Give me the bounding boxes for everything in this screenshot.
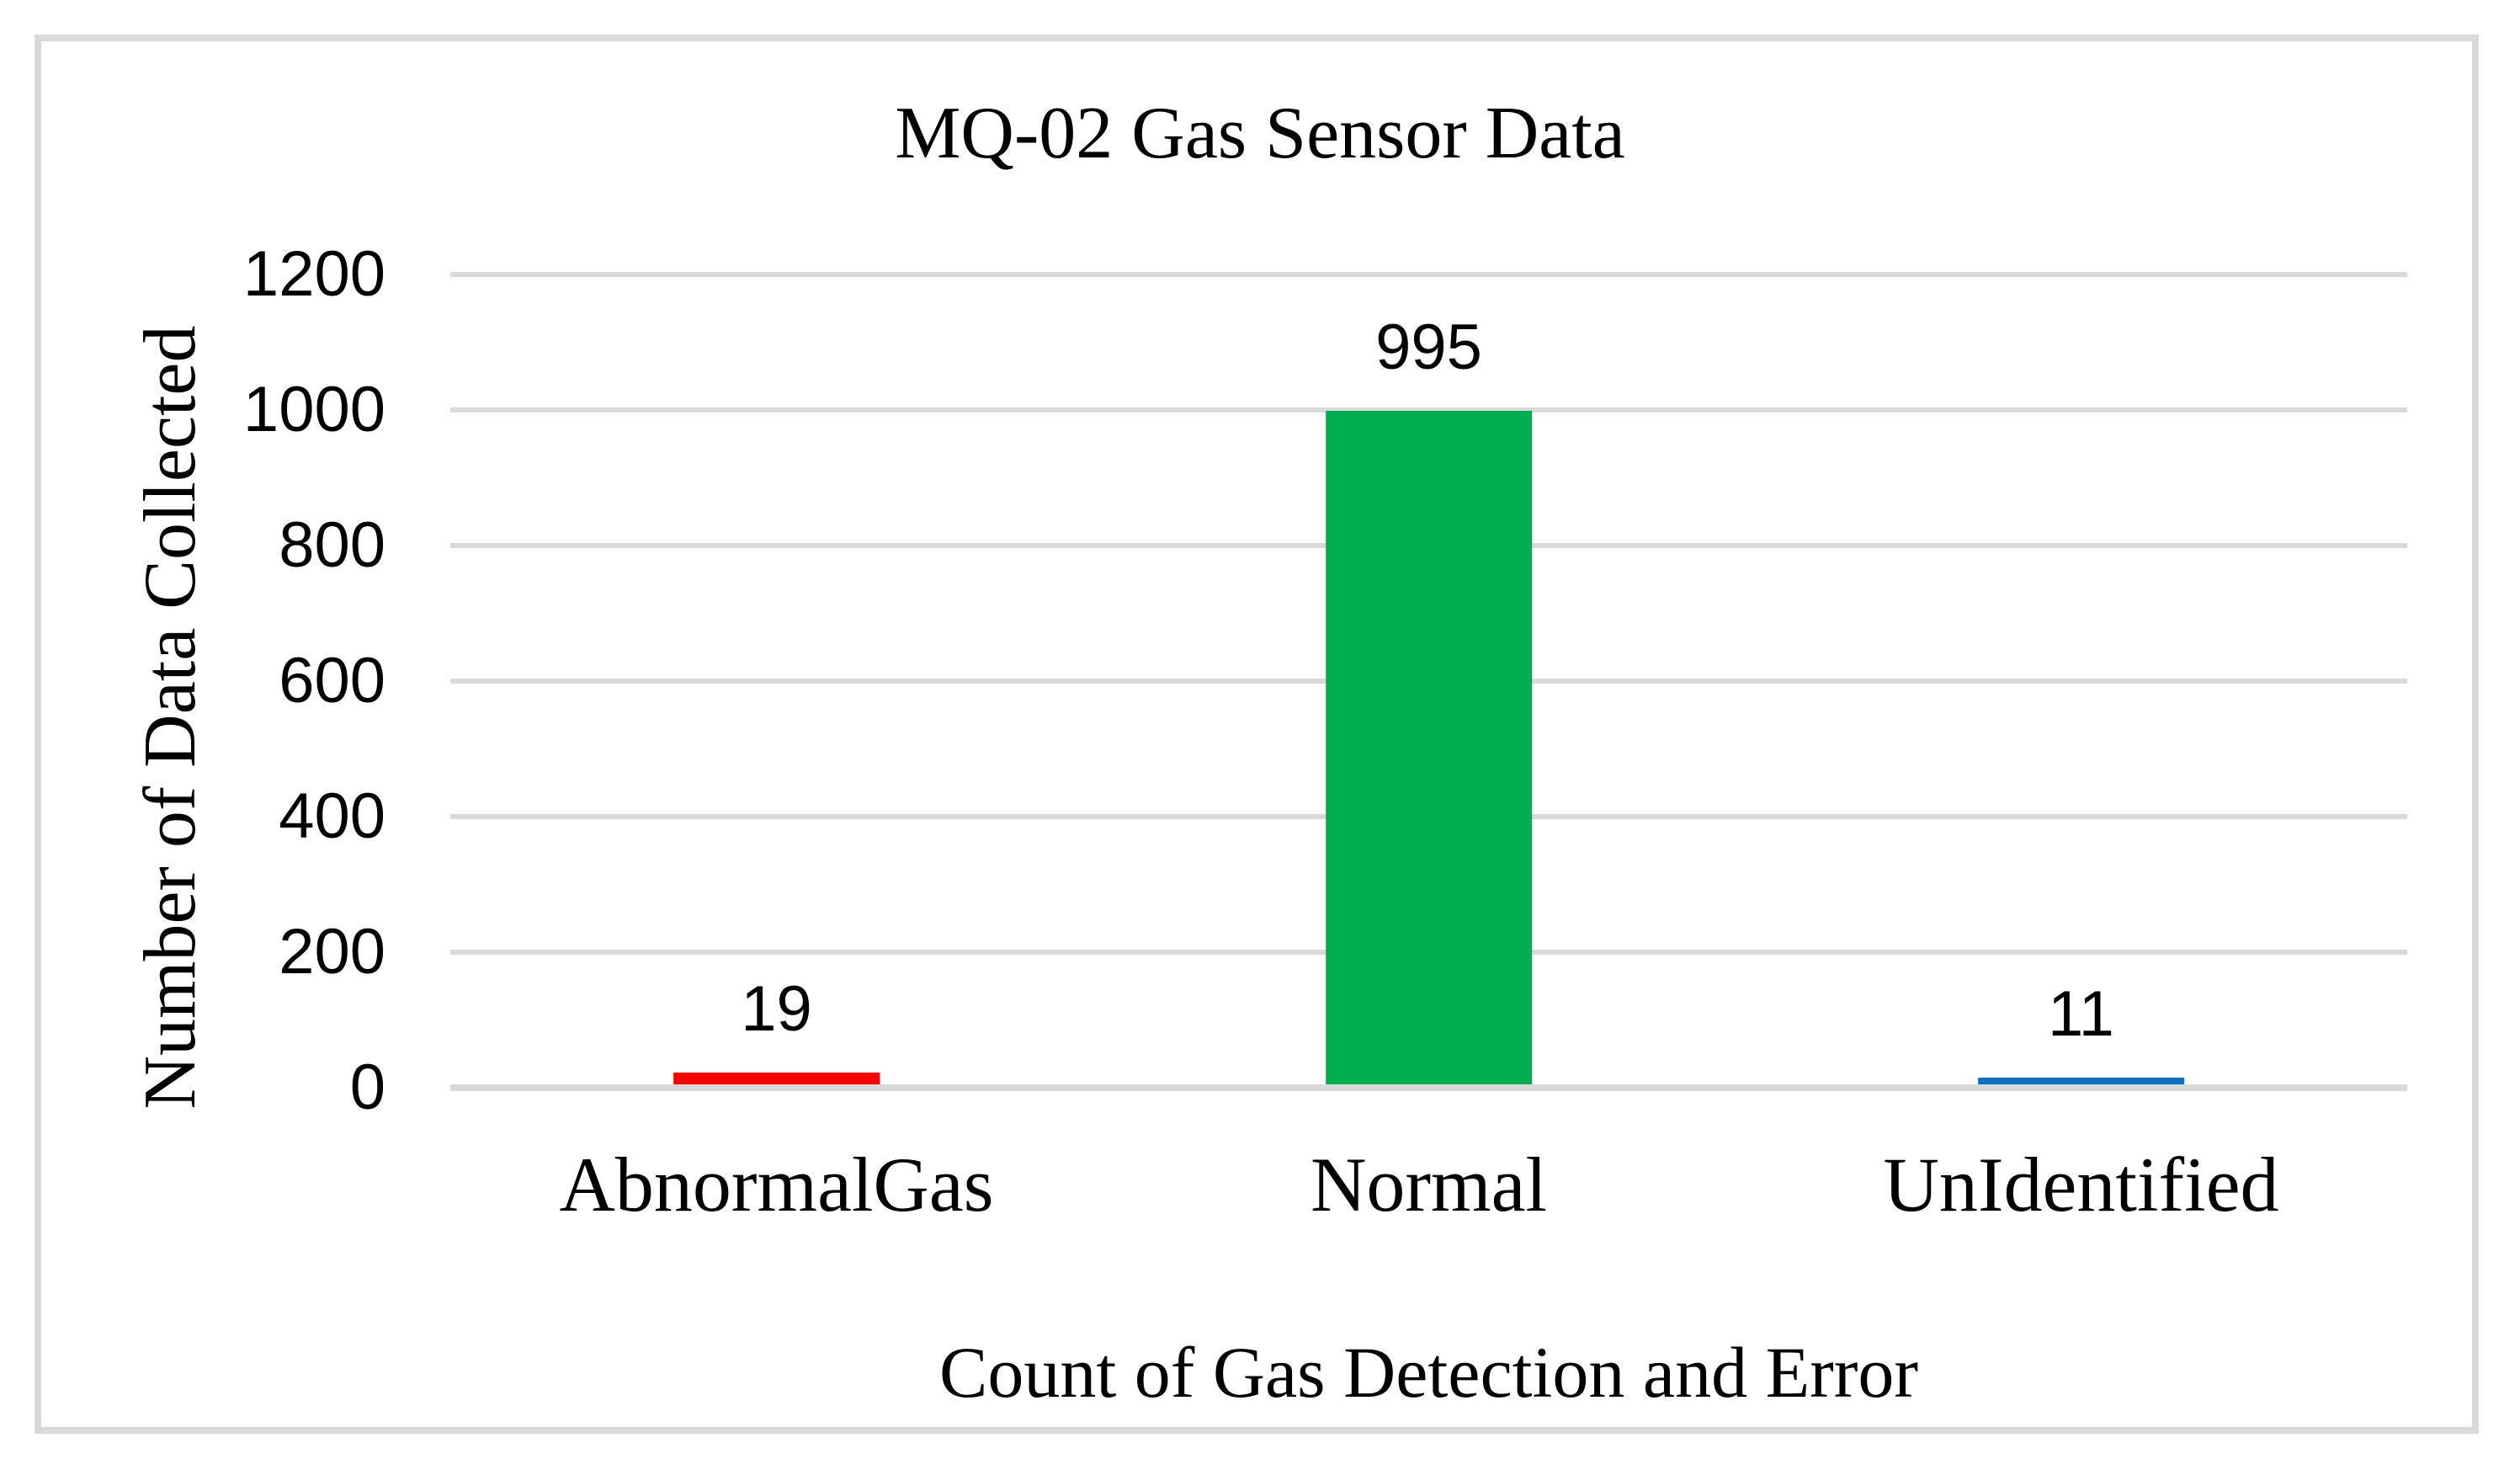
y-tick-label-800: 800 (279, 509, 385, 581)
y-tick-label-600: 600 (279, 645, 385, 716)
bar-value-label-unidentified: 11 (2048, 978, 2114, 1051)
bar-group-normal: 995 (1103, 274, 1755, 1088)
bar-value-label-abnormalgas: 19 (741, 972, 812, 1045)
x-category-label-normal: Normal (1310, 1142, 1548, 1227)
bars-layer: 19 995 11 (450, 274, 2407, 1088)
y-tick-label-400: 400 (279, 780, 385, 852)
gridline-1200 (450, 272, 2407, 277)
x-axis-category-labels: AbnormalGas Normal UnIdentified (450, 1146, 2407, 1223)
chart-border-frame (35, 35, 2479, 1434)
y-axis-tick-labels: 0 200 400 600 800 1000 1200 (0, 242, 385, 1120)
y-tick-label-1200: 1200 (242, 238, 385, 310)
bar-group-abnormalgas: 19 (450, 274, 1103, 1088)
bar-normal (1325, 411, 1533, 1085)
plot-area: 19 995 11 AbnormalGas Normal UnIdentified Co… (450, 272, 2407, 1408)
y-tick-label-200: 200 (279, 916, 385, 988)
bar-abnormalgas (673, 1072, 880, 1085)
bar-group-unidentified: 11 (1755, 274, 2407, 1088)
y-tick-label-1000: 1000 (242, 373, 385, 445)
x-axis-title: Count of Gas Detection and Error (938, 1332, 1919, 1413)
bar-unidentified (1977, 1078, 2185, 1085)
x-category-label-unidentified: UnIdentified (1883, 1142, 2279, 1227)
x-category-label-abnormalgas: AbnormalGas (559, 1142, 994, 1227)
gridline-1000 (450, 407, 2407, 413)
chart-title: MQ-02 Gas Sensor Data (895, 93, 1625, 174)
x-axis-line (450, 1084, 2407, 1091)
y-tick-label-0: 0 (349, 1052, 385, 1123)
bar-value-label-normal: 995 (1375, 312, 1482, 384)
